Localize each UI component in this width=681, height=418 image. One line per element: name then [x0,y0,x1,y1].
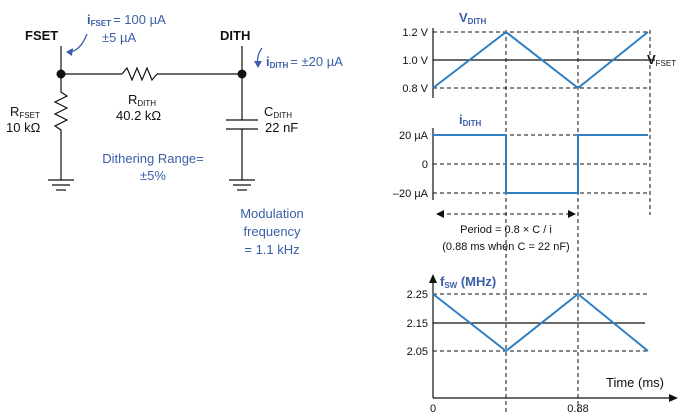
fsw-y-axis-arrowhead [429,274,437,283]
modulation-line2: frequency [243,224,301,239]
fsw-x-axis-arrowhead [669,394,678,402]
idith-label: iDITH = ±20 µA [266,54,343,70]
rfset-value: 10 kΩ [6,120,41,135]
fset-pin-label: FSET [25,28,58,43]
fsw-x-tick-0-88: 0.88 [567,403,588,415]
fsw-x-tick-0: 0 [430,403,436,415]
ifset-label: iFSET = 100 µA [87,12,166,28]
idith-tick-neg20: –20 µA [393,188,429,200]
ground-symbol-cdith [229,179,255,191]
resistor-rdith [121,66,158,82]
period-arrowhead-right [568,210,576,218]
resistor-rfset [53,74,69,180]
vdith-tick-0-8: 0.8 V [402,83,428,95]
idith-plot: iDITH 20 µA 0 –20 µA [393,112,650,200]
dithering-range-line1: Dithering Range= [102,151,204,166]
rfset-label: RFSET [10,104,40,120]
vfset-label: VFSET [647,52,676,68]
rdith-label: RDITH [128,92,156,108]
modulation-line3: = 1.1 kHz [244,242,299,257]
period-annotation: Period = 0.8 × C / i (0.88 ms when C = 2… [436,210,576,253]
idith-title: iDITH [459,112,482,128]
vdith-tick-1-0: 1.0 V [402,55,428,67]
idith-tick-20: 20 µA [399,130,429,142]
fsw-xlabel: Time (ms) [606,375,664,390]
ground-symbol-rfset [48,179,74,191]
circuit-schematic: FSET DITH iFSET = 100 µA ±5 µA iDITH = ±20… [6,12,343,257]
fsw-title: fSW (MHz) [440,274,496,290]
dith-pin-label: DITH [220,28,250,43]
idith-waveform [433,134,648,194]
period-example: (0.88 ms when C = 22 nF) [442,241,569,253]
rdith-value: 40.2 kΩ [116,108,161,123]
idith-tick-0: 0 [422,159,428,171]
fsw-tick-2-05: 2.05 [407,346,428,358]
modulation-line1: Modulation [240,206,304,221]
period-formula: Period = 0.8 × C / i [460,224,552,236]
vdith-plot: VDITH 1.2 V 1.0 V 0.8 V VFSET [402,10,676,98]
fsw-tick-2-25: 2.25 [407,289,428,301]
ifset-tolerance: ±5 µA [102,30,136,45]
period-arrowhead-left [436,210,444,218]
cdith-label: CDITH [264,104,292,120]
vdith-title: VDITH [459,10,487,26]
vdith-waveform [432,30,649,90]
cdith-value: 22 nF [265,120,298,135]
fsw-waveform [432,292,649,353]
vdith-tick-1-2: 1.2 V [402,27,428,39]
fsw-plot: fSW (MHz) 2.25 2.15 2.05 Time (ms) 0 0.8… [407,274,678,415]
fsw-tick-2-15: 2.15 [407,318,428,330]
dithering-range-line2: ±5% [140,168,166,183]
ifset-arrowhead [66,48,73,56]
idith-arrowhead [254,61,262,68]
